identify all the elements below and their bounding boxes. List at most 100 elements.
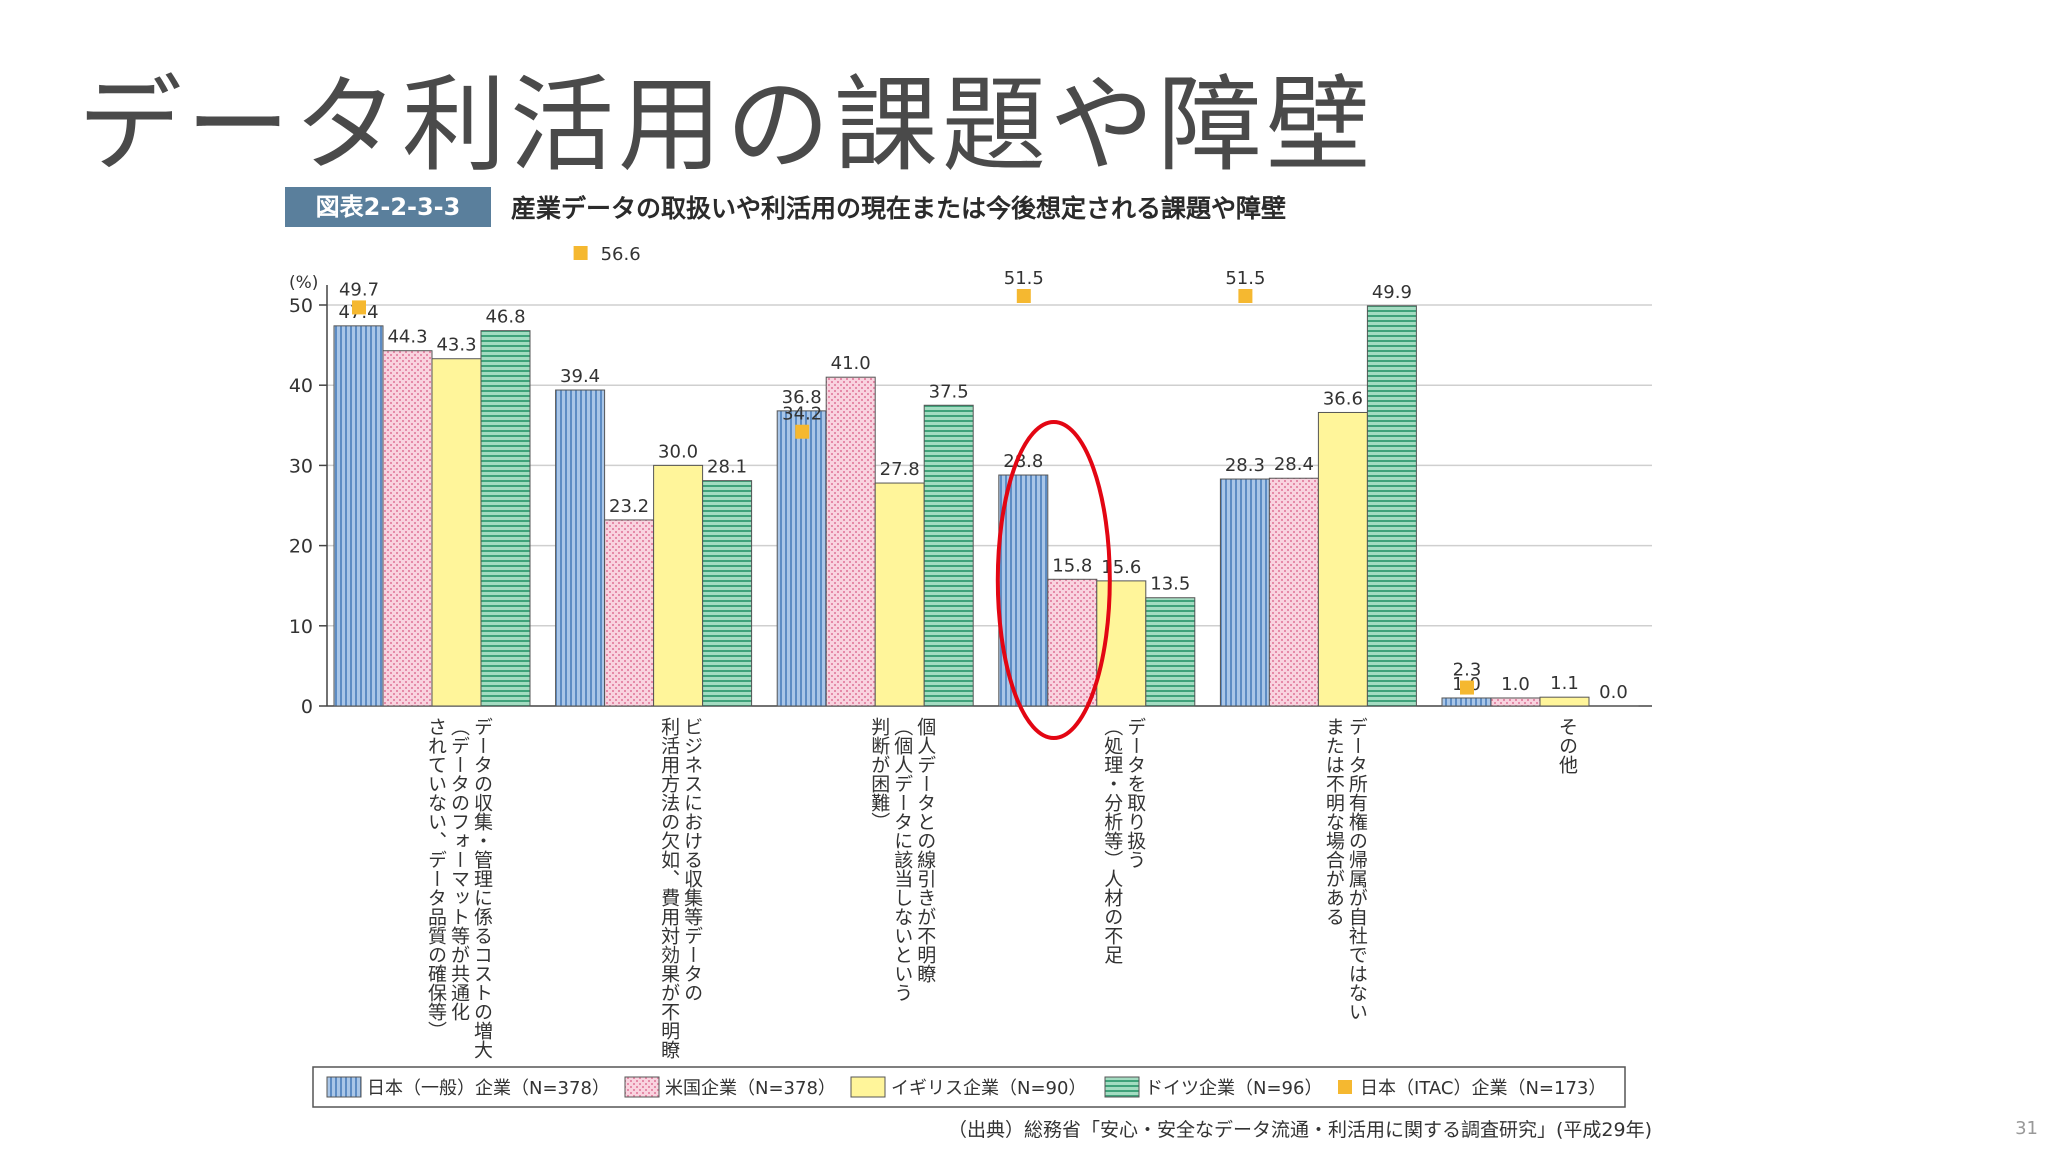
legend-box xyxy=(312,1066,1626,1108)
bar-value-label: 23.2 xyxy=(609,496,649,517)
bar-japan xyxy=(776,410,827,707)
bar-japan xyxy=(1219,478,1270,707)
legend-label: 米国企業（N=378） xyxy=(665,1078,836,1099)
category-label: その他 xyxy=(1556,717,1578,774)
bar-japan xyxy=(333,325,384,707)
category-label: （処理・分析等）人材の不足 xyxy=(1101,717,1123,964)
legend-label: 日本（ITAC）企業（N=173） xyxy=(1360,1078,1606,1099)
y-tick-label: 40 xyxy=(289,375,313,397)
bar-value-label: 36.8 xyxy=(782,387,822,408)
bar-us xyxy=(1047,578,1098,707)
category-label: データ所有権の帰属が自社ではない xyxy=(1346,717,1368,1021)
bar-value-label: 43.3 xyxy=(436,335,476,356)
bar-us xyxy=(382,350,433,707)
bars-layer xyxy=(333,305,1639,707)
bar-us xyxy=(604,519,655,707)
figure-caption: 産業データの取扱いや利活用の現在または今後想定される課題や障壁 xyxy=(511,194,1287,223)
bar-germany xyxy=(1366,305,1417,707)
y-tick-label: 50 xyxy=(289,295,313,317)
category-label: 利活用方法の欠如、費用対効果が不明瞭 xyxy=(658,717,680,1059)
bar-us xyxy=(1268,477,1319,707)
itac-marker xyxy=(1238,289,1253,303)
category-label: 判断が困難） xyxy=(868,717,890,831)
bar-value-label: 28.3 xyxy=(1225,455,1265,476)
bar-value-label: 28.8 xyxy=(1003,451,1043,472)
bar-value-label: 28.4 xyxy=(1274,454,1314,475)
itac-marker xyxy=(795,424,810,439)
y-tick-label: 20 xyxy=(289,536,313,558)
bar-uk xyxy=(874,482,925,707)
grid-layer: 0 10 20 30 40 50(%) xyxy=(289,273,1652,718)
legend-swatch-germany xyxy=(1104,1076,1140,1098)
category-label: （データのフォーマット等が共通化 xyxy=(448,717,470,1021)
y-tick-label: 30 xyxy=(289,455,313,477)
itac-marker xyxy=(352,300,366,315)
legend-swatch-uk xyxy=(850,1076,886,1098)
figure-badge: 図表2-2-3-3 xyxy=(285,187,491,227)
bar-us xyxy=(1490,697,1541,707)
bar-value-label: 44.3 xyxy=(387,327,427,348)
legend-label: イギリス企業（N=90） xyxy=(891,1078,1086,1099)
bar-uk xyxy=(431,358,482,707)
bar-germany xyxy=(702,480,753,707)
source-note: （出典）総務省「安心・安全なデータ流通・利活用に関する調査研究」(平成29年) xyxy=(947,1119,1652,1141)
bar-value-label: 30.0 xyxy=(658,441,698,462)
itac-value-label: 51.5 xyxy=(1004,268,1044,289)
bar-value-label: 0.0 xyxy=(1599,682,1628,703)
bar-value-label: 39.4 xyxy=(560,366,600,387)
legend-swatch-us xyxy=(624,1076,660,1098)
bar-germany xyxy=(923,404,974,707)
itac-marker xyxy=(1460,680,1474,695)
bar-value-label: 1.1 xyxy=(1550,673,1579,694)
itac-value-label: 49.7 xyxy=(339,279,379,300)
bar-germany xyxy=(1145,597,1196,707)
itac-markers: 49.7 56.6 34.2 51.5 51.5 2.3 xyxy=(339,244,1481,695)
bar-japan xyxy=(555,389,606,707)
bar-value-label: 1.0 xyxy=(1501,674,1530,695)
highlight-circle xyxy=(995,420,1112,740)
legend-swatch-japan xyxy=(326,1076,362,1098)
y-axis-unit: (%) xyxy=(289,273,318,293)
bar-uk xyxy=(1096,580,1147,707)
labels-layer: 47.439.436.828.828.31.044.323.241.015.82… xyxy=(338,282,1627,703)
category-label: データの収集・管理に係るコストの増大 xyxy=(471,717,493,1059)
category-label: データを取り扱う xyxy=(1124,717,1146,869)
bar-uk xyxy=(1317,411,1368,707)
bar-value-label: 15.6 xyxy=(1101,557,1141,578)
bar-value-label: 15.8 xyxy=(1052,555,1092,576)
bar-us xyxy=(825,376,876,707)
category-label: ビジネスにおける収集等データの xyxy=(681,717,703,1002)
bar-value-label: 46.8 xyxy=(485,307,525,328)
page-number: 31 xyxy=(2015,1118,2038,1139)
category-label: または不明な場合がある xyxy=(1323,717,1345,926)
bar-uk xyxy=(653,464,704,707)
y-tick-label: 10 xyxy=(289,616,313,638)
bar-germany xyxy=(480,330,531,707)
category-label: （個人データに該当しないという xyxy=(891,717,913,1002)
itac-value-label: 34.2 xyxy=(782,404,822,425)
bar-value-label: 28.1 xyxy=(707,457,747,478)
bar-value-label: 41.0 xyxy=(831,353,871,374)
itac-value-label: 51.5 xyxy=(1225,268,1265,289)
bar-value-label: 36.6 xyxy=(1323,388,1363,409)
bar-value-label: 27.8 xyxy=(880,459,920,480)
legend: 日本（一般）企業（N=378） 米国企業（N=378） イギリス企業（N=90） ドイ… xyxy=(312,1066,1626,1108)
bar-japan xyxy=(1441,697,1492,707)
annotation-layer xyxy=(995,420,1112,740)
itac-marker xyxy=(1016,289,1031,303)
bar-value-label: 13.5 xyxy=(1150,574,1190,595)
y-tick-label: 0 xyxy=(301,696,313,718)
itac-value-label: 56.6 xyxy=(601,244,641,265)
category-label: されていない、データ品質の確保等） xyxy=(425,717,447,1040)
category-labels: データの収集・管理に係るコストの増大（データのフォーマット等が共通化されていない… xyxy=(425,717,1578,1059)
category-label: 個人データとの線引きが不明瞭 xyxy=(914,717,936,983)
bar-value-label: 37.5 xyxy=(929,381,969,402)
itac-marker xyxy=(573,246,588,260)
slide-title: データ利活用の課題や障壁 xyxy=(78,64,1375,186)
bar-value-label: 49.9 xyxy=(1372,282,1412,303)
bar-uk xyxy=(1539,696,1590,707)
itac-value-label: 2.3 xyxy=(1453,660,1482,681)
figure-header: 図表2-2-3-3 産業データの取扱いや利活用の現在または今後想定される課題や障… xyxy=(285,187,1286,227)
legend-swatch-itac xyxy=(1338,1080,1352,1094)
